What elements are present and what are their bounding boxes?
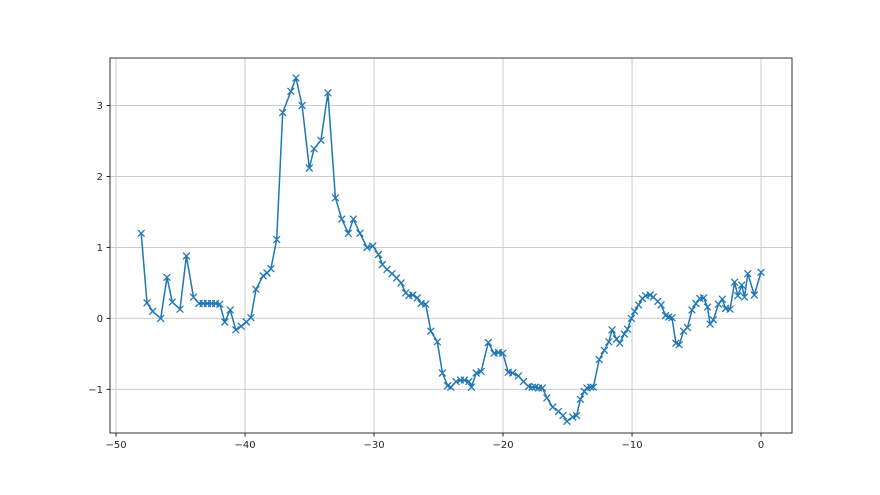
x-tick-label: −40 bbox=[235, 440, 256, 451]
y-axis-tick-labels: −1 0 1 2 3 bbox=[88, 101, 103, 396]
axis-tick-marks bbox=[106, 105, 762, 437]
gridlines bbox=[110, 58, 792, 433]
y-tick-label: 0 bbox=[97, 314, 103, 325]
y-tick-label: 3 bbox=[97, 101, 103, 112]
x-tick-label: −30 bbox=[363, 440, 384, 451]
data-series bbox=[137, 74, 765, 425]
x-tick-label: −50 bbox=[106, 440, 127, 451]
plot-border bbox=[109, 57, 793, 434]
x-tick-label: 0 bbox=[758, 440, 764, 451]
y-tick-label: 1 bbox=[97, 243, 103, 254]
data-series-line bbox=[140, 77, 762, 423]
x-tick-label: −20 bbox=[492, 440, 513, 451]
y-tick-label: −1 bbox=[88, 385, 103, 396]
y-tick-label: 2 bbox=[97, 172, 103, 183]
data-point-x-markers bbox=[137, 74, 765, 425]
x-tick-label: −10 bbox=[621, 440, 642, 451]
x-axis-tick-labels: −50 −40 −30 −20 −10 0 bbox=[106, 440, 765, 451]
